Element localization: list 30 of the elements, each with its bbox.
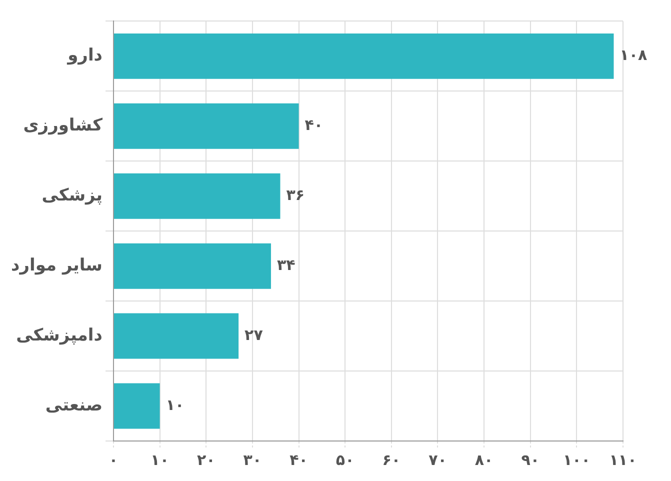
data-label: ۳۶	[286, 186, 305, 204]
x-tick-label: ۹۰	[521, 450, 540, 469]
data-label: ۴۰	[304, 116, 324, 134]
bar	[114, 103, 299, 149]
y-tick-label: صنعتی	[45, 395, 102, 416]
data-label: ۲۷	[244, 326, 263, 344]
x-tick-label: ۷۰	[428, 450, 447, 469]
bar	[114, 243, 271, 289]
bar	[114, 383, 160, 429]
data-label: ۱۰	[166, 396, 184, 414]
x-tick-label: ۱۰	[150, 450, 169, 469]
x-tick-label: ۵۰	[336, 450, 354, 469]
bar	[114, 33, 614, 79]
x-tick-label: ۸۰	[474, 450, 494, 469]
x-tick-label: ۴۰	[290, 450, 308, 469]
x-tick-label: ۲۰	[196, 450, 216, 469]
bar	[114, 313, 239, 359]
y-tick-label: سایر موارد	[11, 256, 102, 276]
x-tick-label: ۱۰۰	[562, 450, 590, 469]
y-tick-label: کشاورزی	[23, 116, 103, 136]
x-tick-label: ۱۱۰	[609, 450, 637, 469]
x-tick-label: ۰	[108, 450, 118, 469]
x-tick-label: ۶۰	[382, 450, 401, 469]
y-tick-label: دارو	[66, 46, 103, 66]
data-label: ۳۴	[276, 256, 296, 274]
y-tick-label: پزشکی	[42, 186, 102, 206]
data-label: ۱۰۸	[620, 46, 648, 64]
bar	[114, 173, 280, 219]
x-tick-label: ۳۰	[243, 450, 262, 469]
y-tick-label: دامپزشکی	[16, 325, 103, 346]
